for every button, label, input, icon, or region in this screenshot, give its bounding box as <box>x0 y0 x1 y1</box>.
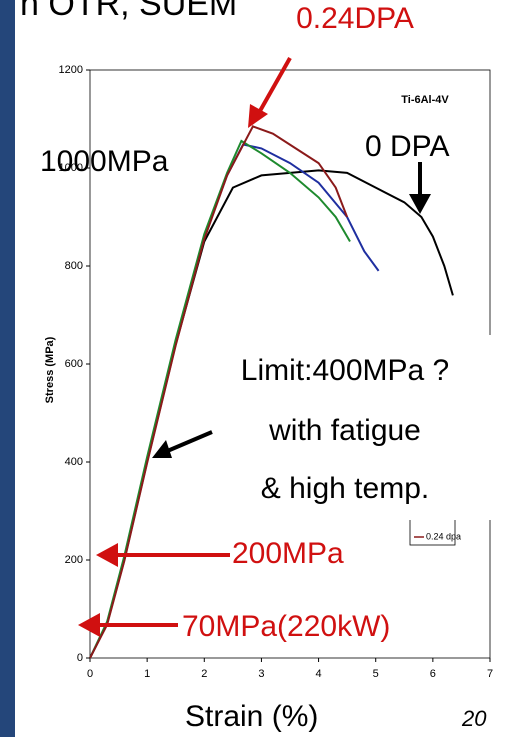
overlay: 0.24 dpa Limit:400MPa ? with fatigue & h… <box>40 2 503 737</box>
chart-label: Ti-6Al-4V <box>401 94 449 106</box>
x-tick-label: 5 <box>373 668 379 680</box>
label-backdrop <box>230 535 390 575</box>
y-tick-label: 600 <box>65 358 83 370</box>
callout-box <box>185 335 503 520</box>
annotation: 200MPa <box>232 537 344 570</box>
series-line <box>89 125 349 659</box>
label-backdrop <box>180 605 488 647</box>
legend: 0.24 dpa <box>414 531 461 541</box>
annotation: 0.24DPA <box>296 2 414 35</box>
label-backdrop <box>160 690 440 737</box>
y-tick-label: 1000 <box>59 162 83 174</box>
x-tick-label: 2 <box>201 668 207 680</box>
y-axis-title: Stress (MPa) <box>44 336 56 403</box>
annotation: 1000MPa <box>40 145 169 178</box>
x-tick-label: 0 <box>87 668 93 680</box>
y-tick-label: 800 <box>65 260 83 272</box>
annotation: Limit:400MPa ? <box>241 354 449 387</box>
page-number: 20 <box>461 706 487 731</box>
x-tick-label: 3 <box>258 668 264 680</box>
red-arrows <box>78 57 292 637</box>
legend-label: 0.24 dpa <box>426 531 461 541</box>
annotation: 0 DPA <box>365 130 449 163</box>
y-tick-label: 0 <box>77 652 83 664</box>
x-tick-label: 7 <box>487 668 493 680</box>
slide-header: n OTR, SUEM <box>20 0 237 23</box>
y-tick-label: 200 <box>65 554 83 566</box>
x-axis-title: Strain (%) <box>185 700 318 733</box>
x-tick-label: 4 <box>316 668 322 680</box>
annotation: with fatigue <box>268 414 421 447</box>
y-tick-label: 1200 <box>59 64 83 76</box>
x-tick-label: 1 <box>144 668 150 680</box>
black-arrows <box>152 162 431 458</box>
background-strip <box>0 0 15 737</box>
annotation: & high temp. <box>261 472 429 505</box>
x-tick-label: 6 <box>430 668 436 680</box>
annotation: 70MPa(220kW) <box>182 610 390 643</box>
y-tick-label: 400 <box>65 456 83 468</box>
